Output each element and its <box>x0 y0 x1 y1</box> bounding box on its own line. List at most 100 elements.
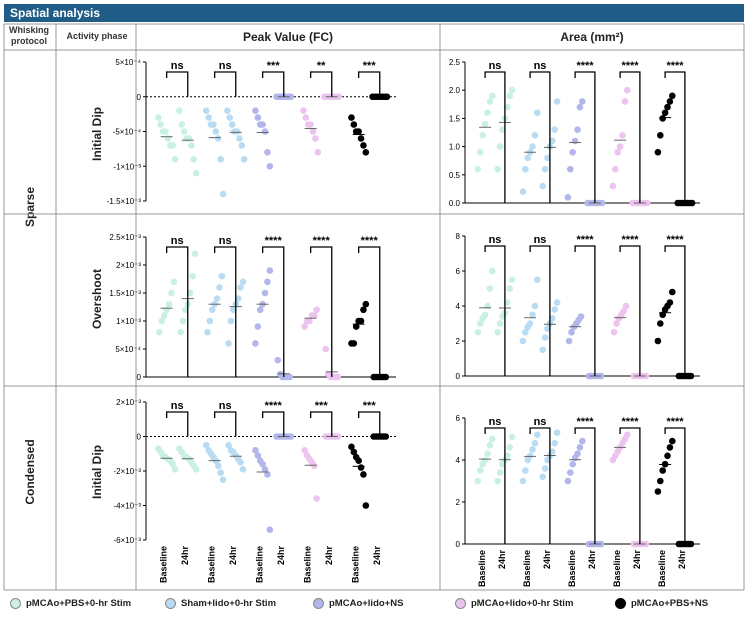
y-tick-label: 2 <box>456 337 461 346</box>
significance-label: *** <box>363 400 377 412</box>
data-point <box>309 128 317 135</box>
significance-label: **** <box>621 60 639 72</box>
data-point <box>226 114 234 121</box>
significance-label: **** <box>265 400 283 412</box>
significance-label: **** <box>621 416 639 428</box>
data-point <box>524 154 532 162</box>
data-point <box>322 345 330 353</box>
data-point <box>551 439 559 447</box>
data-point <box>476 467 484 474</box>
data-point <box>264 149 271 156</box>
data-point <box>668 288 676 296</box>
data-point <box>529 446 536 453</box>
header-area: Area (mm²) <box>560 30 624 44</box>
data-point <box>506 92 514 100</box>
chart-peak-dip-sparse: 5×10⁻⁴0-5×10⁻⁴-1×10⁻³-1.5×10⁻³ns ns *** ** *… <box>107 58 396 206</box>
data-point <box>526 452 534 460</box>
significance-label: ns <box>534 60 547 72</box>
data-point <box>519 188 527 196</box>
data-point <box>314 149 322 156</box>
data-point <box>531 132 539 139</box>
data-point <box>484 109 491 117</box>
significance-label: ns <box>534 416 547 428</box>
data-point <box>274 356 282 364</box>
data-point <box>313 306 320 314</box>
data-point <box>659 467 667 474</box>
data-point <box>259 121 266 128</box>
data-point <box>519 337 527 345</box>
data-point <box>574 126 581 133</box>
significance-bracket <box>309 71 333 97</box>
data-point <box>668 92 676 100</box>
data-point <box>224 107 231 114</box>
significance-label: **** <box>666 60 684 72</box>
y-tick-label: 1.0 <box>449 143 461 152</box>
data-point <box>180 128 188 135</box>
significance-label: ns <box>489 416 502 428</box>
y-tick-label: 0 <box>456 540 461 549</box>
data-point <box>306 317 313 325</box>
data-point <box>666 299 674 306</box>
legend-dot-icon <box>615 598 626 609</box>
data-point <box>533 109 541 117</box>
data-point <box>204 328 211 336</box>
x-tick-label: 24hr <box>228 546 238 566</box>
y-tick-label: 0 <box>137 93 142 102</box>
data-point <box>479 132 487 139</box>
data-point <box>488 92 496 100</box>
data-point <box>360 306 367 314</box>
data-point <box>623 431 631 439</box>
data-point <box>496 469 504 476</box>
data-point <box>574 450 581 458</box>
data-point <box>569 148 577 156</box>
data-point <box>350 340 358 347</box>
data-point <box>666 444 674 451</box>
significance-bracket <box>619 245 641 376</box>
significance-label: **** <box>265 235 283 247</box>
significance-label: **** <box>666 234 684 246</box>
data-point <box>160 312 168 319</box>
data-point <box>256 306 264 314</box>
x-tick-label: Baseline <box>255 546 265 583</box>
data-point <box>219 190 227 198</box>
significance-bracket <box>213 71 237 97</box>
legend-label: pMCAo+PBS+NS <box>631 598 709 609</box>
x-tick-label: 24hr <box>497 550 507 570</box>
data-point <box>496 143 504 150</box>
x-tick-label: 24hr <box>180 546 190 566</box>
y-tick-label: 4 <box>456 302 461 311</box>
significance-label: ns <box>171 400 184 412</box>
data-point <box>488 435 496 443</box>
data-point <box>362 502 370 509</box>
data-point <box>163 306 170 314</box>
legend-item-1: pMCAo+PBS+0-hr Stim <box>10 598 131 609</box>
legend-label: pMCAo+lido+NS <box>329 598 404 609</box>
data-point <box>214 135 222 142</box>
data-point <box>233 128 241 135</box>
y-tick-label: -1.5×10⁻³ <box>107 197 142 206</box>
data-point <box>616 143 624 150</box>
data-point <box>264 471 271 478</box>
data-point <box>176 107 183 114</box>
data-point <box>192 169 200 177</box>
y-tick-label: 4 <box>456 456 461 465</box>
significance-bracket <box>357 71 381 97</box>
data-point <box>529 143 536 150</box>
data-point <box>521 467 529 474</box>
x-tick-label: 24hr <box>542 550 552 570</box>
significance-bracket <box>165 411 189 437</box>
data-point <box>156 328 163 336</box>
data-point <box>266 162 274 170</box>
data-point <box>307 121 314 128</box>
x-tick-label: 24hr <box>324 546 334 566</box>
data-point <box>218 272 226 280</box>
data-point <box>227 317 235 325</box>
data-point <box>611 165 619 173</box>
significance-label: ns <box>489 234 502 246</box>
chart-area-dip-condensed: 6 4 2 0 ns Baseline 24hr ns Baseline 24hr **** Base… <box>456 414 700 587</box>
data-point <box>508 276 516 284</box>
data-point <box>217 156 224 163</box>
chart-peak-overshoot-sparse: 2.5×10⁻³ 2×10⁻³ 1.5×10⁻³ 1×10⁻³ 5×10⁻⁴ 0 ns ns *… <box>109 233 396 382</box>
data-point <box>212 128 220 135</box>
